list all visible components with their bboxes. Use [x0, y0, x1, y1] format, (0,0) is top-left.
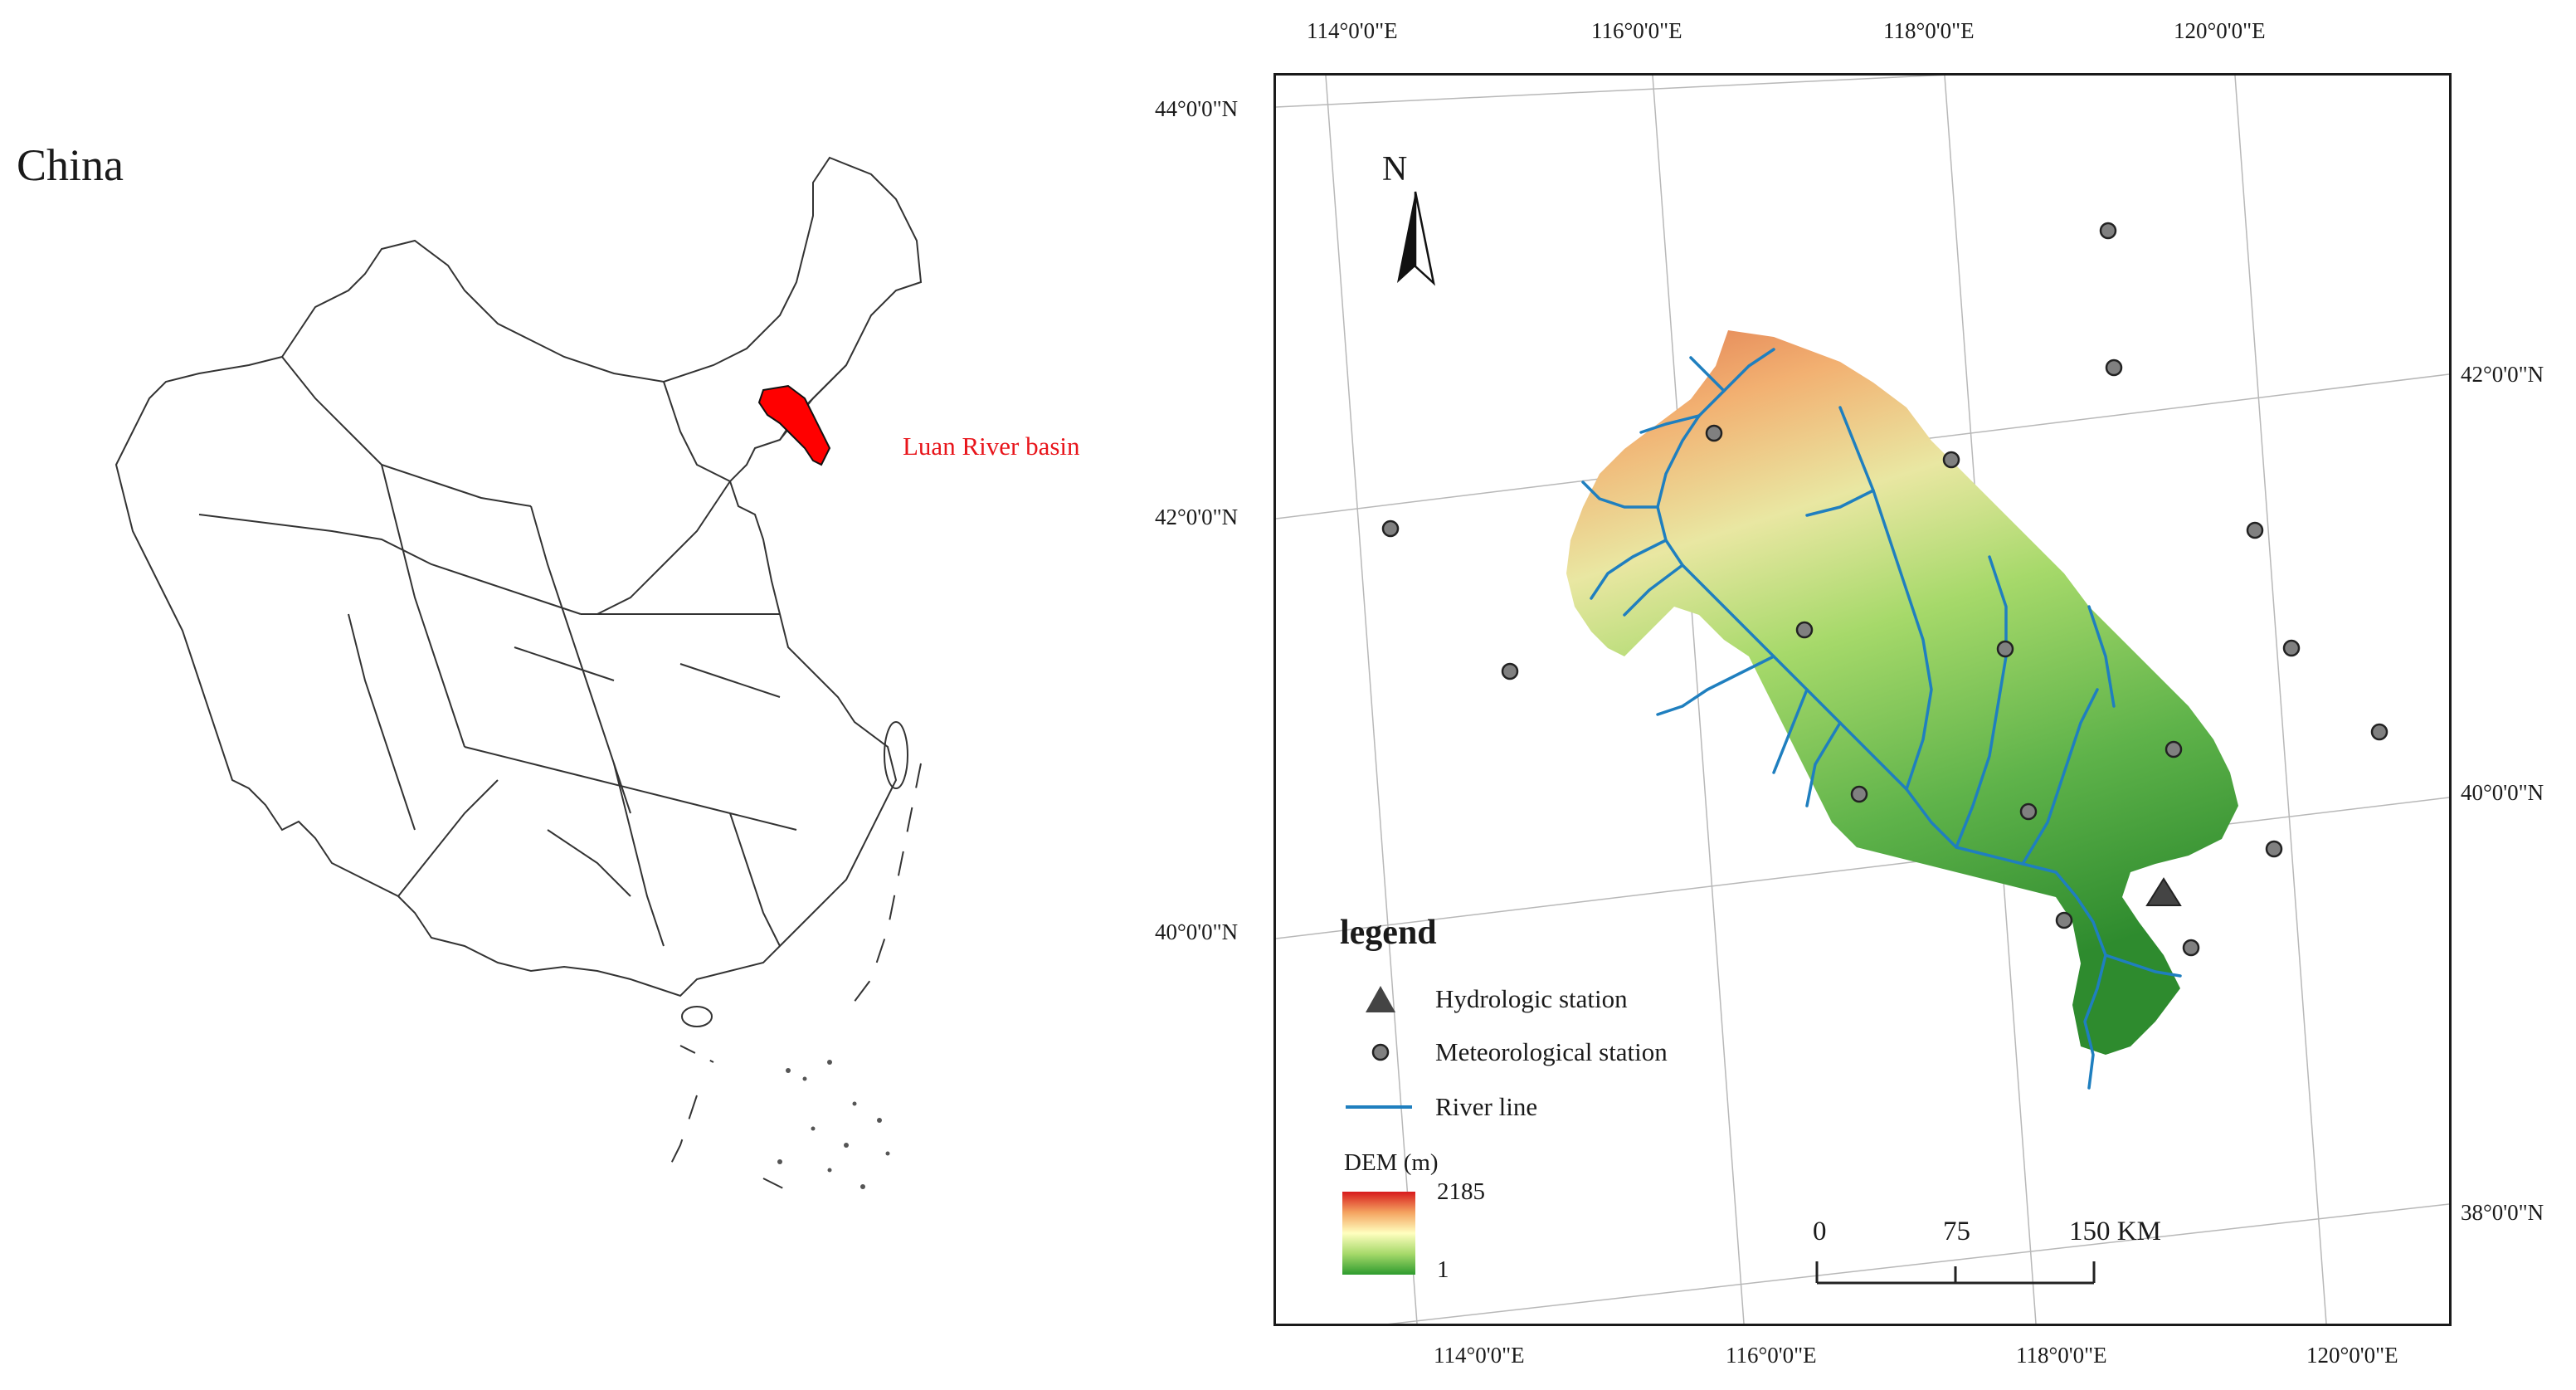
basin-dem-shape: [1566, 330, 2238, 1055]
china-outline-map: [114, 156, 923, 1195]
right-lat-tick: 38°0'0"N: [2461, 1200, 2544, 1225]
legend-item-hydrologic: Hydrologic station: [1435, 984, 1628, 1013]
main-map-frame: [1273, 73, 2452, 1326]
main-map-canvas: [1276, 76, 2449, 1324]
hydrologic-station-marker: [2145, 877, 2182, 906]
right-lat-tick: 42°0'0"N: [2461, 362, 2544, 387]
left-lat-tick: 40°0'0"N: [1155, 919, 1239, 944]
inset-title: China: [17, 140, 124, 190]
top-lon-tick: 118°0'0"E: [1883, 18, 1975, 43]
scale-label-0: 0: [1813, 1217, 1827, 1246]
luan-basin-label: Luan River basin: [903, 432, 1080, 461]
circle-icon: [1371, 1043, 1390, 1061]
top-lon-tick: 116°0'0"E: [1591, 18, 1682, 43]
left-lat-tick: 44°0'0"N: [1155, 96, 1239, 121]
left-lat-tick: 42°0'0"N: [1155, 505, 1239, 529]
legend-item-meteorological: Meteorological station: [1435, 1037, 1668, 1066]
river-line-icon: [1346, 1105, 1412, 1109]
scale-label-75: 75: [1943, 1217, 1970, 1246]
bottom-lon-tick: 118°0'0"E: [2016, 1343, 2107, 1368]
north-label: N: [1382, 150, 1408, 188]
bottom-lon-tick: 120°0'0"E: [2306, 1343, 2398, 1368]
dem-min-value: 1: [1437, 1256, 1449, 1283]
bottom-lon-tick: 114°0'0"E: [1434, 1343, 1525, 1368]
triangle-icon: [1366, 986, 1395, 1012]
legend-title: legend: [1340, 914, 1437, 952]
dem-legend-title: DEM (m): [1344, 1149, 1439, 1176]
top-lon-tick: 120°0'0"E: [2174, 18, 2266, 43]
north-arrow: [1397, 191, 1435, 286]
scale-bar: [1815, 1261, 2096, 1285]
bottom-lon-tick: 116°0'0"E: [1726, 1343, 1817, 1368]
dem-max-value: 2185: [1437, 1178, 1485, 1205]
scale-label-150: 150 KM: [2069, 1217, 2161, 1246]
legend-item-river: River line: [1435, 1092, 1538, 1121]
top-lon-tick: 114°0'0"E: [1307, 18, 1398, 43]
right-lat-tick: 40°0'0"N: [2461, 780, 2544, 805]
luan-basin-highlight: [757, 384, 831, 466]
dem-color-ramp: [1342, 1192, 1415, 1275]
